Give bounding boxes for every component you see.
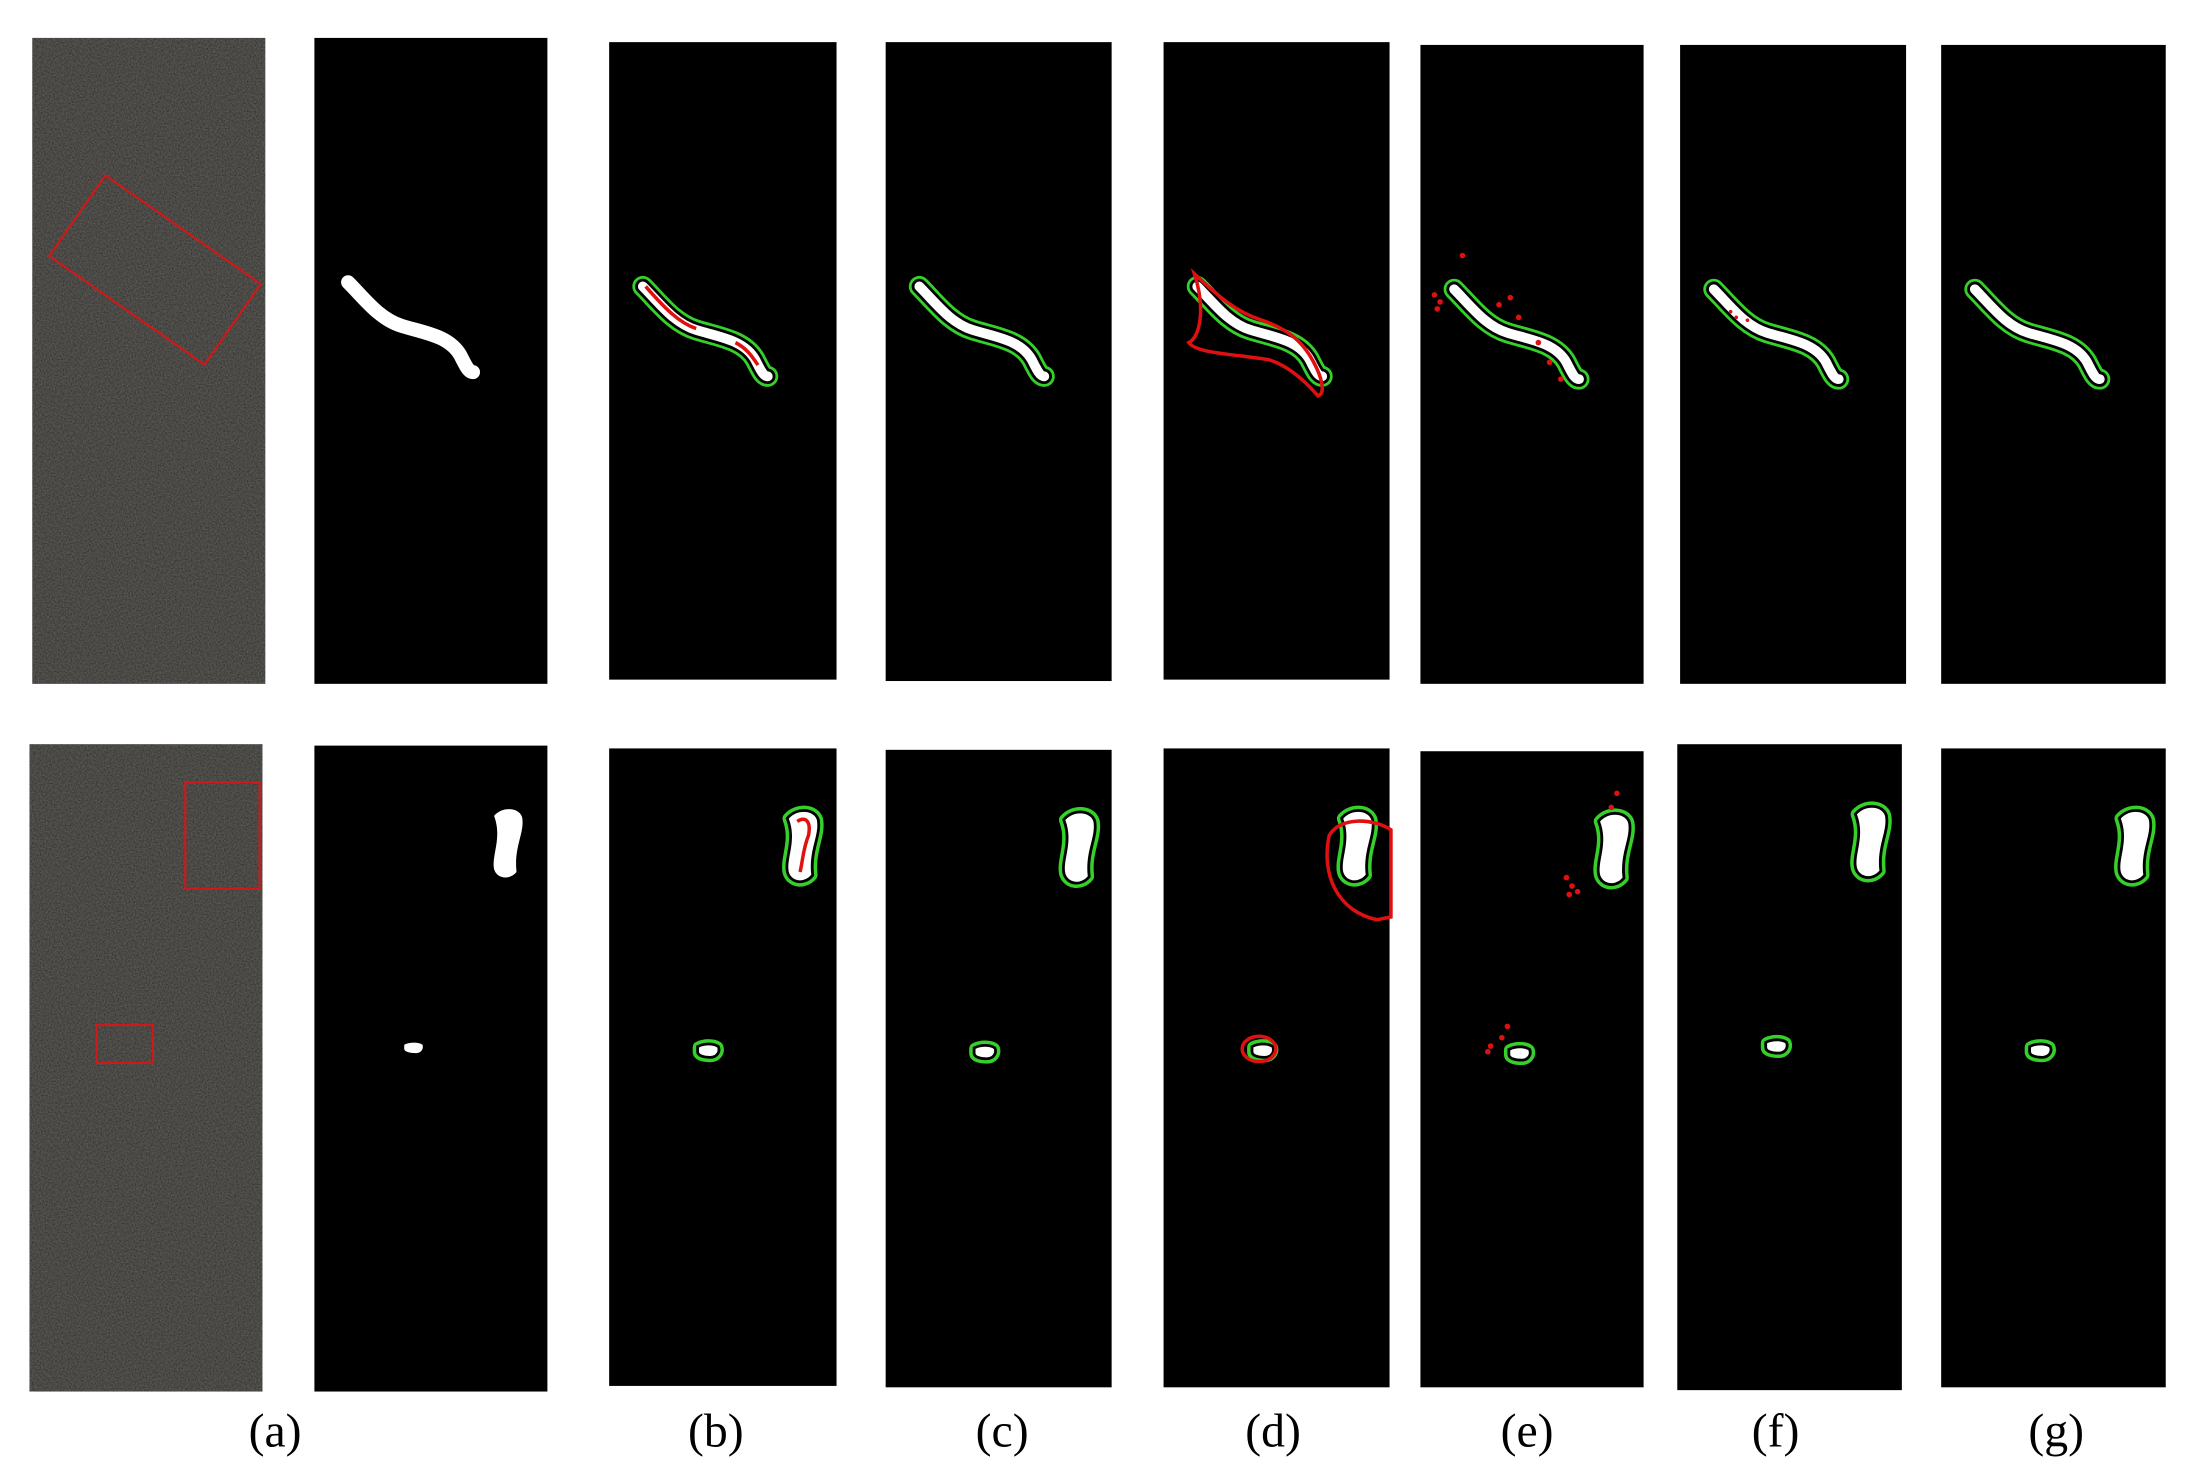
prediction-speck bbox=[1504, 1023, 1511, 1030]
prediction-speck bbox=[1499, 1034, 1505, 1041]
prediction-speck bbox=[1515, 314, 1522, 321]
image-panel bbox=[32, 37, 266, 684]
image-panel bbox=[29, 744, 263, 1392]
crack-mask bbox=[914, 281, 1050, 382]
image-panel bbox=[1420, 751, 1644, 1388]
crack-mask bbox=[1856, 807, 1886, 877]
prediction-speck bbox=[1434, 306, 1441, 312]
prediction-speck bbox=[1745, 318, 1750, 322]
image-panel bbox=[609, 748, 837, 1386]
prediction-contour bbox=[1240, 1034, 1278, 1064]
input-image bbox=[32, 37, 266, 684]
crack-mask bbox=[1599, 814, 1629, 884]
prediction-speck bbox=[1608, 804, 1615, 811]
panel-label: (a) bbox=[249, 1404, 302, 1457]
image-panel bbox=[1163, 42, 1390, 680]
panel-label: (c) bbox=[976, 1404, 1029, 1457]
prediction-speck bbox=[1728, 309, 1733, 314]
crack-mask bbox=[341, 275, 481, 380]
prediction-speck bbox=[1437, 299, 1443, 305]
image-panel bbox=[1163, 748, 1393, 1388]
crack-mask bbox=[1969, 284, 2105, 385]
prediction-contour bbox=[644, 285, 760, 367]
mask-background bbox=[1941, 44, 2166, 684]
image-panel bbox=[1941, 748, 2166, 1388]
crack-mask bbox=[1708, 284, 1844, 385]
prediction-contour bbox=[1186, 267, 1325, 399]
mask-background bbox=[885, 42, 1112, 682]
mask-background bbox=[609, 42, 837, 680]
prediction-speck bbox=[1484, 1048, 1491, 1055]
prediction-speck bbox=[1496, 301, 1502, 308]
panel-label: (b) bbox=[688, 1404, 744, 1457]
prediction-speck bbox=[1557, 376, 1564, 382]
crack-mask bbox=[1253, 1045, 1273, 1056]
prediction-speck bbox=[1535, 339, 1542, 346]
mask-background bbox=[1420, 44, 1644, 684]
image-panel bbox=[1677, 744, 1902, 1391]
crack-mask bbox=[2030, 1045, 2050, 1056]
image-panel bbox=[1420, 44, 1644, 684]
crack-mask bbox=[1767, 1041, 1786, 1052]
panel-label: (g) bbox=[2028, 1404, 2084, 1457]
panel-label: (f) bbox=[1752, 1404, 1800, 1457]
region-box bbox=[184, 781, 261, 890]
prediction-speck bbox=[1431, 292, 1438, 298]
crack-mask bbox=[975, 1046, 995, 1058]
region-box bbox=[47, 173, 263, 367]
image-panel bbox=[609, 42, 837, 680]
crack-mask bbox=[698, 1045, 718, 1056]
prediction-speck bbox=[1734, 315, 1739, 320]
image-panel bbox=[885, 749, 1112, 1388]
image-panel bbox=[1680, 44, 1907, 684]
panel-label: (e) bbox=[1501, 1404, 1554, 1457]
prediction-speck bbox=[1459, 252, 1466, 259]
crack-mask bbox=[1064, 813, 1094, 882]
prediction-speck bbox=[1487, 1043, 1494, 1049]
prediction-speck bbox=[1614, 790, 1620, 797]
prediction-speck bbox=[1574, 888, 1581, 895]
prediction-contour bbox=[1325, 819, 1393, 922]
crack-mask bbox=[404, 1042, 423, 1054]
image-panel bbox=[885, 42, 1112, 682]
prediction-contour bbox=[796, 817, 811, 873]
input-image bbox=[29, 744, 263, 1392]
mask-background bbox=[1680, 44, 1907, 684]
image-panel bbox=[314, 745, 548, 1392]
crack-mask bbox=[2120, 811, 2150, 881]
panel-label: (d) bbox=[1245, 1404, 1301, 1457]
mask-background bbox=[314, 37, 548, 684]
prediction-speck bbox=[1563, 874, 1570, 881]
prediction-speck bbox=[1507, 294, 1514, 301]
crack-mask bbox=[1192, 281, 1328, 382]
crack-mask bbox=[1510, 1048, 1529, 1059]
region-box bbox=[95, 1023, 155, 1065]
crack-mask bbox=[493, 809, 523, 878]
crack-mask bbox=[1342, 811, 1372, 881]
prediction-speck bbox=[1566, 891, 1573, 898]
image-panel bbox=[1941, 44, 2166, 684]
prediction-speck bbox=[1569, 883, 1575, 889]
prediction-speck bbox=[1546, 359, 1553, 366]
image-panel bbox=[314, 37, 548, 684]
